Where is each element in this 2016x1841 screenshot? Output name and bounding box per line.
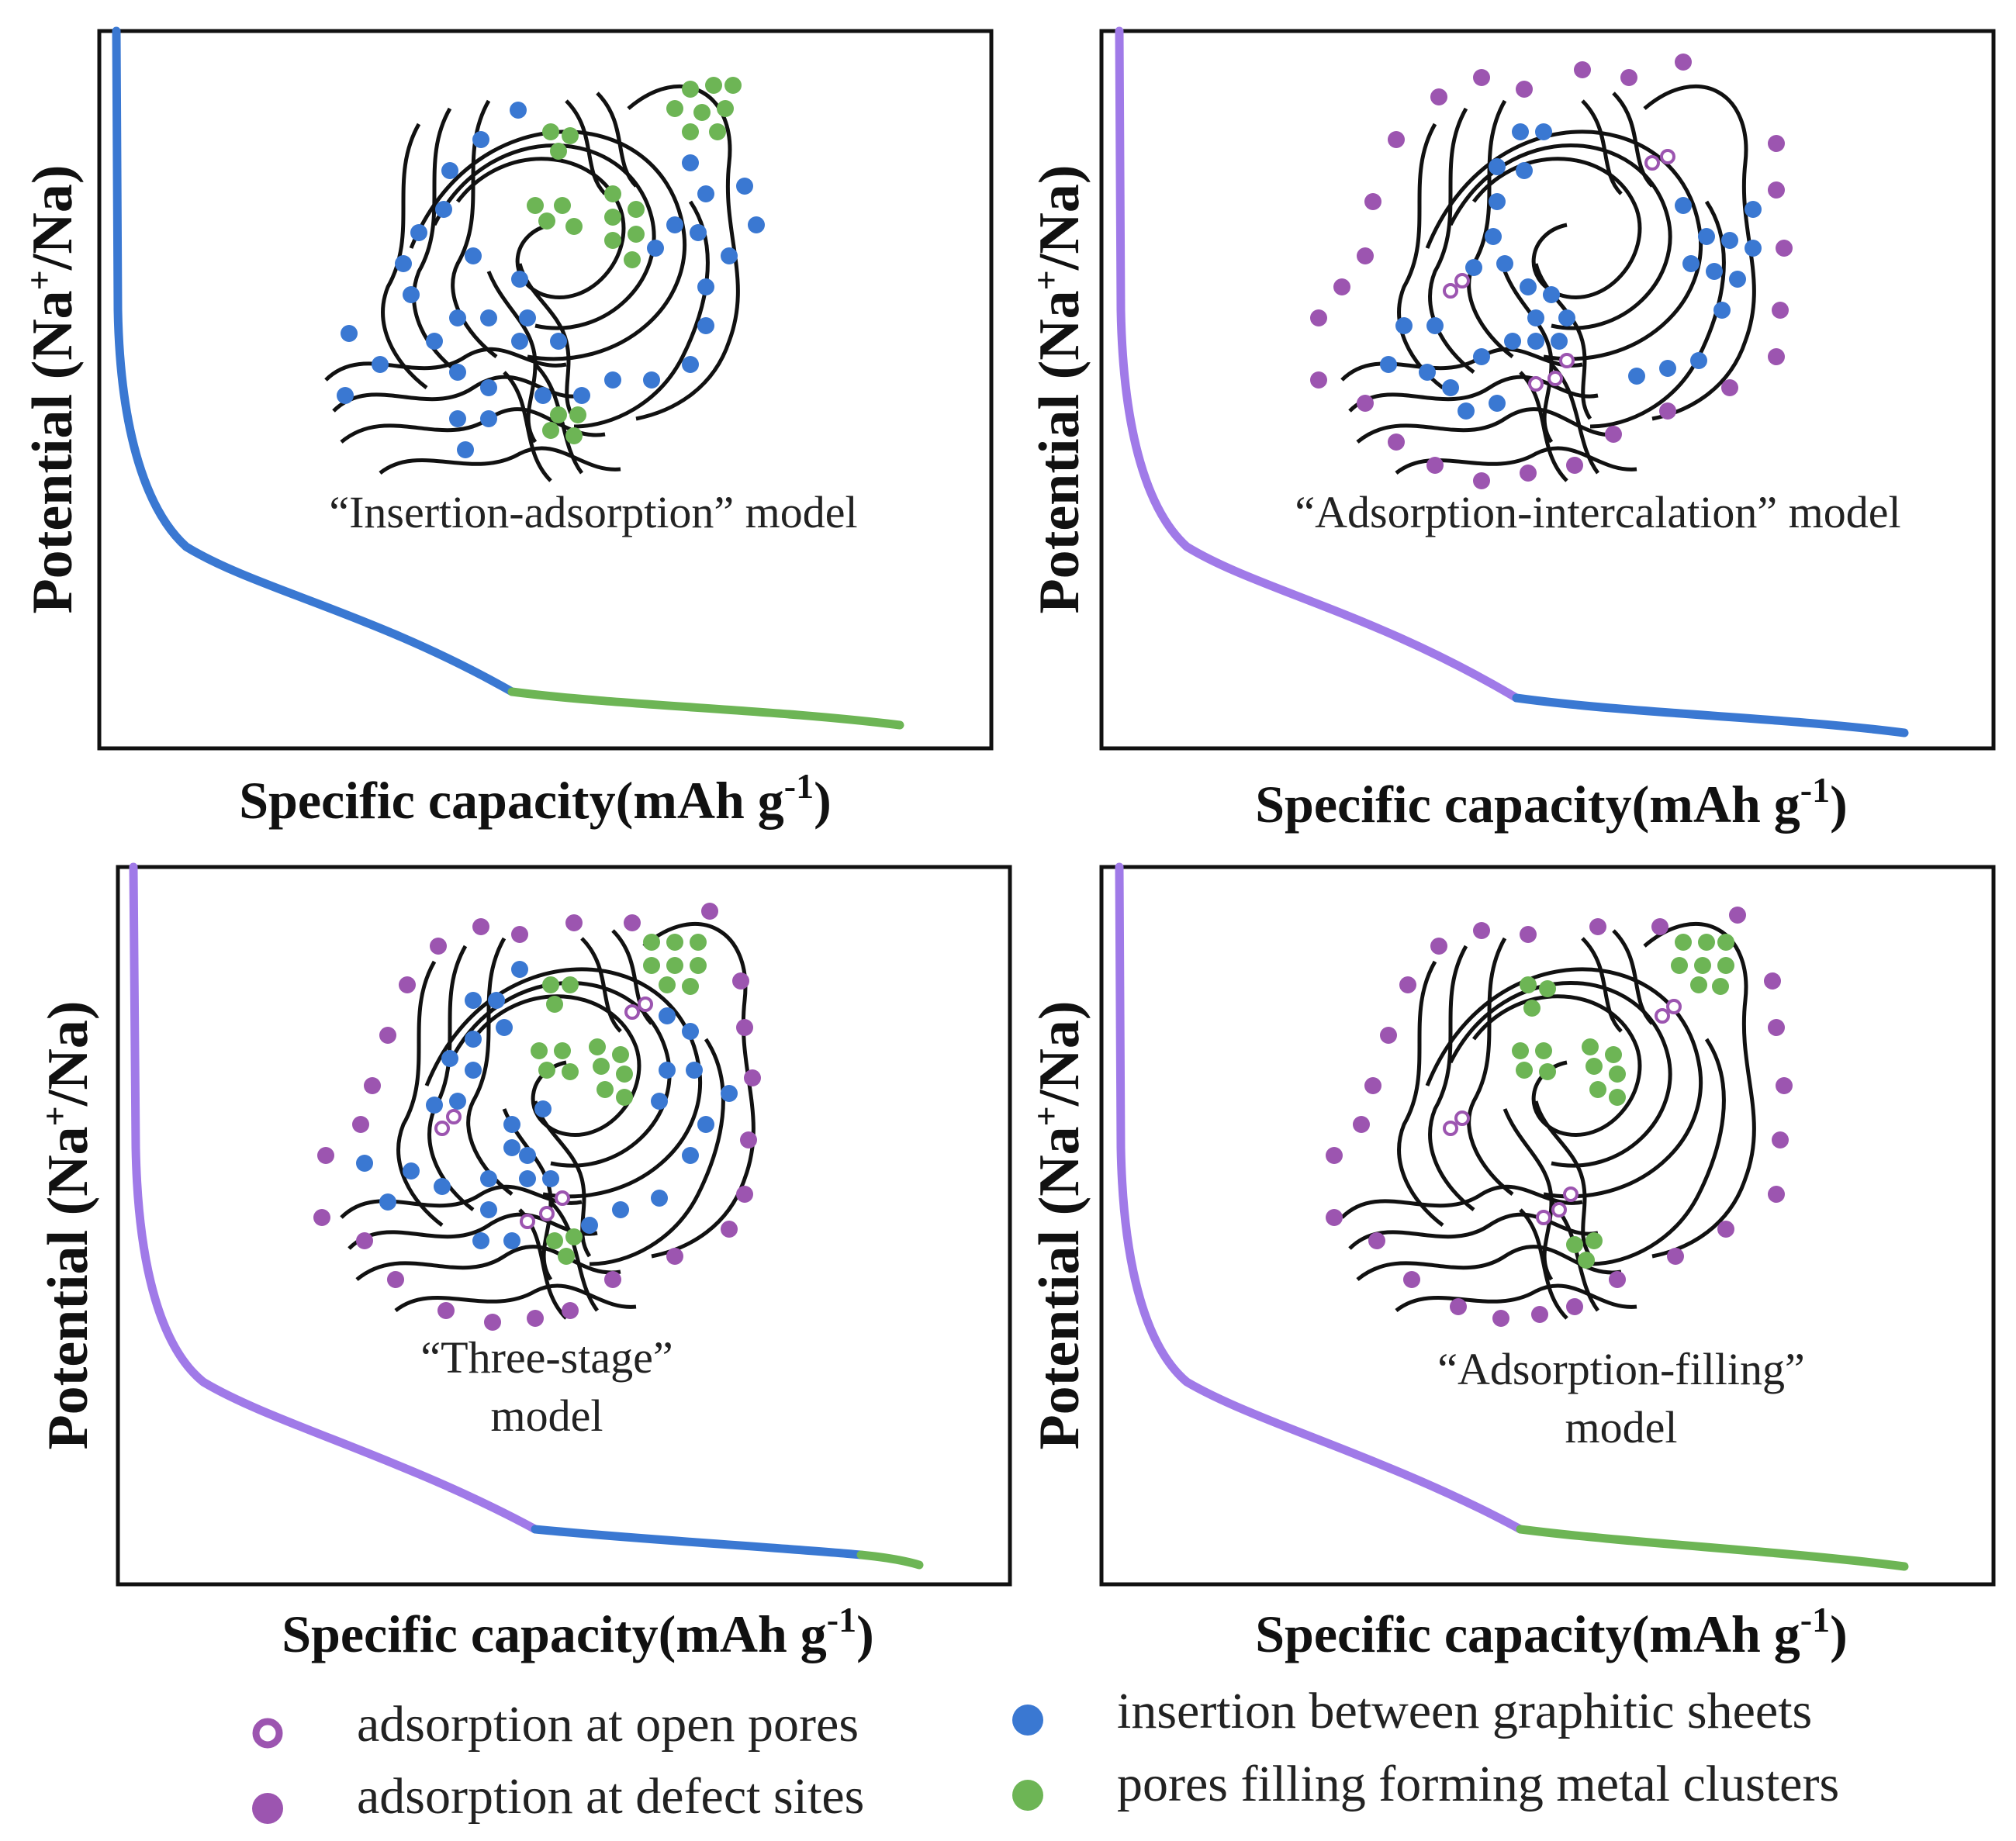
filled-circle-marker-icon bbox=[1012, 1705, 1043, 1736]
panel-3: “Three-stage” model Potential (Na+/Na) S… bbox=[35, 862, 1012, 1663]
x-axis-label: Specific capacity(mAh g-1) bbox=[239, 766, 832, 830]
curve-segment-green bbox=[856, 1550, 924, 1570]
x-axis-label: Specific capacity(mAh g-1) bbox=[282, 1600, 874, 1663]
carbon-structure bbox=[1310, 54, 1793, 489]
filled-circle-marker-icon bbox=[1012, 1780, 1043, 1811]
carbon-structure bbox=[1326, 907, 1793, 1327]
x-axis-label: Specific capacity(mAh g-1) bbox=[1255, 1600, 1848, 1663]
panel-2: “Adsorption-intercalation” model Potenti… bbox=[1026, 26, 1996, 834]
plot-frame bbox=[97, 29, 994, 751]
carbon-structure bbox=[313, 903, 761, 1331]
defect-dots bbox=[1310, 54, 1793, 489]
legend-item-open-pores: adsorption at open pores bbox=[252, 1696, 859, 1753]
cluster-dots bbox=[527, 77, 742, 444]
curve-segment-green bbox=[1516, 1525, 1909, 1571]
model-label-line-2: model bbox=[491, 1390, 603, 1441]
legend-item-pores-filling: pores filling forming metal clusters bbox=[1012, 1756, 1839, 1812]
carbon-structure bbox=[326, 77, 765, 481]
panel-4: “Adsorption-filling” model Potential (Na… bbox=[1026, 862, 1996, 1663]
model-label-line-2: model bbox=[1565, 1402, 1678, 1452]
y-axis-label: Potential (Na+/Na) bbox=[1026, 164, 1091, 613]
y-axis-label: Potential (Na+/Na) bbox=[19, 164, 85, 613]
curve-segment-blue bbox=[531, 1525, 866, 1559]
defect-dots bbox=[1326, 907, 1793, 1327]
insertion-dots bbox=[337, 102, 765, 458]
model-label: “Three-stage” bbox=[420, 1332, 673, 1383]
open-pore-dots bbox=[434, 996, 653, 1229]
plot-frame bbox=[116, 865, 1012, 1587]
curve-segment-green bbox=[507, 687, 904, 730]
defect-dots bbox=[313, 903, 761, 1331]
cluster-dots bbox=[531, 934, 707, 1265]
insertion-dots bbox=[1380, 123, 1762, 420]
legend: adsorption at open pores adsorption at d… bbox=[252, 1683, 1839, 1825]
curve-segment-blue bbox=[1512, 693, 1909, 737]
open-pore-dots bbox=[1443, 999, 1682, 1225]
model-label: “Insertion-adsorption” model bbox=[329, 487, 857, 537]
y-axis-label: Potential (Na+/Na) bbox=[1026, 1000, 1091, 1449]
legend-label: adsorption at open pores bbox=[357, 1696, 859, 1753]
curve-segment-purple bbox=[129, 862, 540, 1534]
filled-circle-marker-icon bbox=[252, 1793, 283, 1824]
panel-1: “Insertion-adsorption” model Potential (… bbox=[19, 26, 994, 830]
x-axis-label: Specific capacity(mAh g-1) bbox=[1255, 770, 1848, 834]
legend-item-insertion: insertion between graphitic sheets bbox=[1012, 1683, 1812, 1739]
model-label: “Adsorption-intercalation” model bbox=[1295, 487, 1900, 537]
open-pore-dots bbox=[1443, 149, 1675, 392]
curve-segment-blue bbox=[112, 26, 517, 696]
curve-segment-purple bbox=[1115, 26, 1521, 703]
model-label: “Adsorption-filling” bbox=[1437, 1344, 1805, 1394]
legend-label: pores filling forming metal clusters bbox=[1117, 1756, 1839, 1812]
insertion-dots bbox=[356, 961, 738, 1249]
legend-item-defect-sites: adsorption at defect sites bbox=[252, 1768, 864, 1825]
plot-frame bbox=[1099, 29, 1996, 751]
open-circle-marker-icon bbox=[252, 1718, 283, 1749]
plot-frame bbox=[1099, 865, 1996, 1587]
cluster-dots bbox=[1512, 934, 1734, 1269]
legend-label: insertion between graphitic sheets bbox=[1117, 1683, 1812, 1739]
legend-label: adsorption at defect sites bbox=[357, 1768, 864, 1825]
curve-segment-purple bbox=[1115, 862, 1525, 1534]
y-axis-label: Potential (Na+/Na) bbox=[35, 1000, 100, 1449]
